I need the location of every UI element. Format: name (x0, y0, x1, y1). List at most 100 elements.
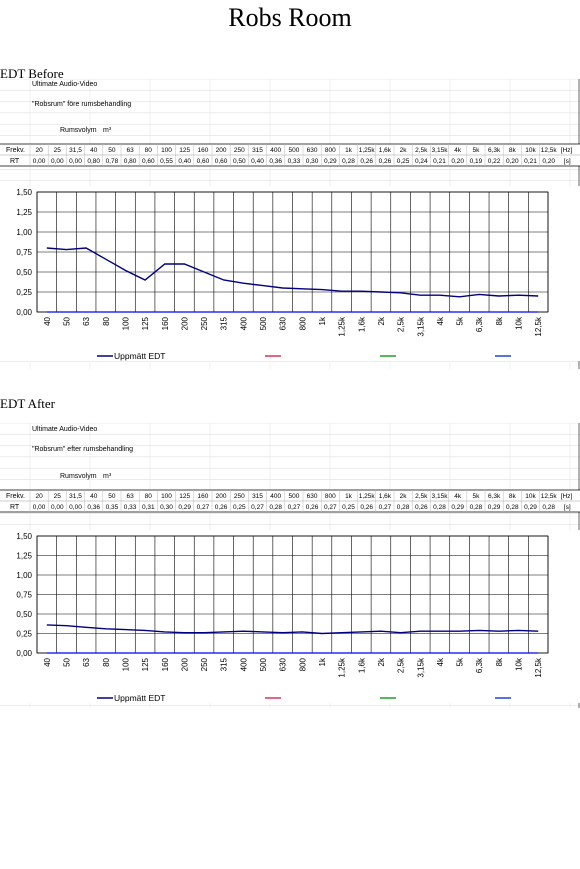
x-tick-label: 250 (200, 316, 209, 330)
x-tick-label: 2k (377, 657, 386, 666)
x-tick-label: 315 (220, 657, 229, 671)
freq-cell: 3,15k (432, 493, 449, 500)
rt-cell: 0,00 (33, 158, 46, 165)
description-label: "Robsrum" före rumsbehandling (32, 101, 131, 108)
rt-cell: 0,80 (87, 158, 100, 165)
rt-cell: 0,60 (142, 158, 155, 165)
x-tick-label: 6,3k (475, 316, 484, 332)
x-tick-label: 8k (495, 657, 504, 666)
rt-cell: 0,29 (451, 504, 464, 511)
rt-cell: 0,27 (288, 504, 301, 511)
y-tick-label: 1,25 (16, 552, 32, 561)
x-tick-label: 1k (318, 316, 327, 325)
x-tick-label: 160 (161, 316, 170, 330)
rt-cell: 0,25 (342, 504, 355, 511)
x-tick-label: 125 (141, 316, 150, 330)
rt-cell: 0,24 (415, 158, 428, 165)
x-tick-label: 200 (180, 657, 189, 671)
freq-cell: 10k (525, 147, 536, 154)
x-tick-label: 10k (515, 316, 524, 330)
freq-cell: 2,5k (415, 147, 428, 154)
freq-cell: 160 (197, 147, 208, 154)
x-tick-label: 1k (318, 657, 327, 666)
x-tick-label: 80 (102, 657, 111, 666)
edt-after-sheet: Ultimate Audio-Video "Robsrum" efter rums… (0, 423, 580, 708)
rt-cell: 0,20 (542, 158, 555, 165)
freq-cell: 1,6k (379, 493, 392, 500)
rt-cell: 0,28 (342, 158, 355, 165)
x-tick-label: 3,15k (416, 657, 425, 678)
freq-cell: 315 (252, 493, 263, 500)
rt-cell: 0,36 (269, 158, 282, 165)
x-tick-label: 400 (239, 316, 248, 330)
legend-label-measured: Uppmätt EDT (114, 693, 166, 703)
legend-bg (0, 347, 580, 361)
x-tick-label: 250 (200, 657, 209, 671)
y-tick-label: 0,25 (16, 288, 32, 297)
y-tick-label: 0,50 (16, 610, 32, 619)
x-tick-label: 40 (43, 316, 52, 325)
freq-cell: 4k (454, 493, 462, 500)
rt-cell: 0,27 (197, 504, 210, 511)
freq-cell: 315 (252, 147, 263, 154)
freq-cell: 25 (54, 493, 62, 500)
rt-cell: 0,00 (33, 504, 46, 511)
rt-cell: 0,00 (51, 158, 64, 165)
rt-cell: 0,28 (269, 504, 282, 511)
rt-cell: 0,33 (124, 504, 137, 511)
rt-cell: 0,20 (451, 158, 464, 165)
rt-cell: 0,27 (379, 504, 392, 511)
freq-cell: 8k (509, 147, 517, 154)
x-tick-label: 6,3k (475, 657, 484, 673)
freq-cell: 50 (108, 493, 116, 500)
freq-cell: 80 (145, 493, 153, 500)
rt-cell: 0,30 (160, 504, 173, 511)
freq-cell: 8k (509, 493, 517, 500)
freq-cell: 500 (288, 493, 299, 500)
x-tick-label: 63 (82, 657, 91, 666)
s-unit: [s] (564, 158, 571, 165)
freq-cell: 160 (197, 493, 208, 500)
rt-cell: 0,60 (197, 158, 210, 165)
x-tick-label: 100 (121, 316, 130, 330)
x-tick-label: 500 (259, 316, 268, 330)
freq-cell: 1,25k (359, 147, 376, 154)
freq-cell: 2,5k (415, 493, 428, 500)
freq-cell: 63 (126, 493, 134, 500)
rt-cell: 0,21 (524, 158, 537, 165)
rt-cell: 0,00 (69, 158, 82, 165)
x-tick-label: 40 (43, 657, 52, 666)
x-tick-label: 3,15k (416, 316, 425, 337)
rt-cell: 0,28 (506, 504, 519, 511)
freq-cell: 31,5 (69, 493, 82, 500)
rt-cell: 0,31 (142, 504, 155, 511)
x-tick-label: 50 (62, 316, 71, 325)
rt-cell: 0,25 (397, 158, 410, 165)
rt-cell: 0,27 (251, 504, 264, 511)
rt-cell: 0,28 (433, 504, 446, 511)
x-tick-label: 63 (82, 316, 91, 325)
rt-cell: 0,28 (397, 504, 410, 511)
x-tick-label: 315 (220, 316, 229, 330)
freq-cell: 1,25k (359, 493, 376, 500)
x-tick-label: 8k (495, 316, 504, 325)
freq-cell: 10k (525, 493, 536, 500)
freq-cell: 100 (161, 493, 172, 500)
freq-cell: 630 (307, 493, 318, 500)
freq-cell: 250 (234, 147, 245, 154)
freq-row-label: Frekv. (6, 147, 25, 154)
rt-cell: 0,26 (415, 504, 428, 511)
section-heading-before: EDT Before (0, 66, 64, 81)
x-tick-label: 2k (377, 316, 386, 325)
company-label: Ultimate Audio-Video (32, 81, 97, 88)
freq-cell: 25 (54, 147, 62, 154)
rt-cell: 0,26 (379, 158, 392, 165)
rt-cell: 0,33 (288, 158, 301, 165)
section-heading-after: EDT After (0, 396, 55, 411)
freq-cell: 40 (90, 493, 98, 500)
s-unit: [s] (564, 504, 571, 511)
x-tick-label: 1,6k (357, 316, 366, 332)
y-tick-label: 1,00 (16, 228, 32, 237)
y-tick-label: 1,00 (16, 571, 32, 580)
freq-cell: 500 (288, 147, 299, 154)
